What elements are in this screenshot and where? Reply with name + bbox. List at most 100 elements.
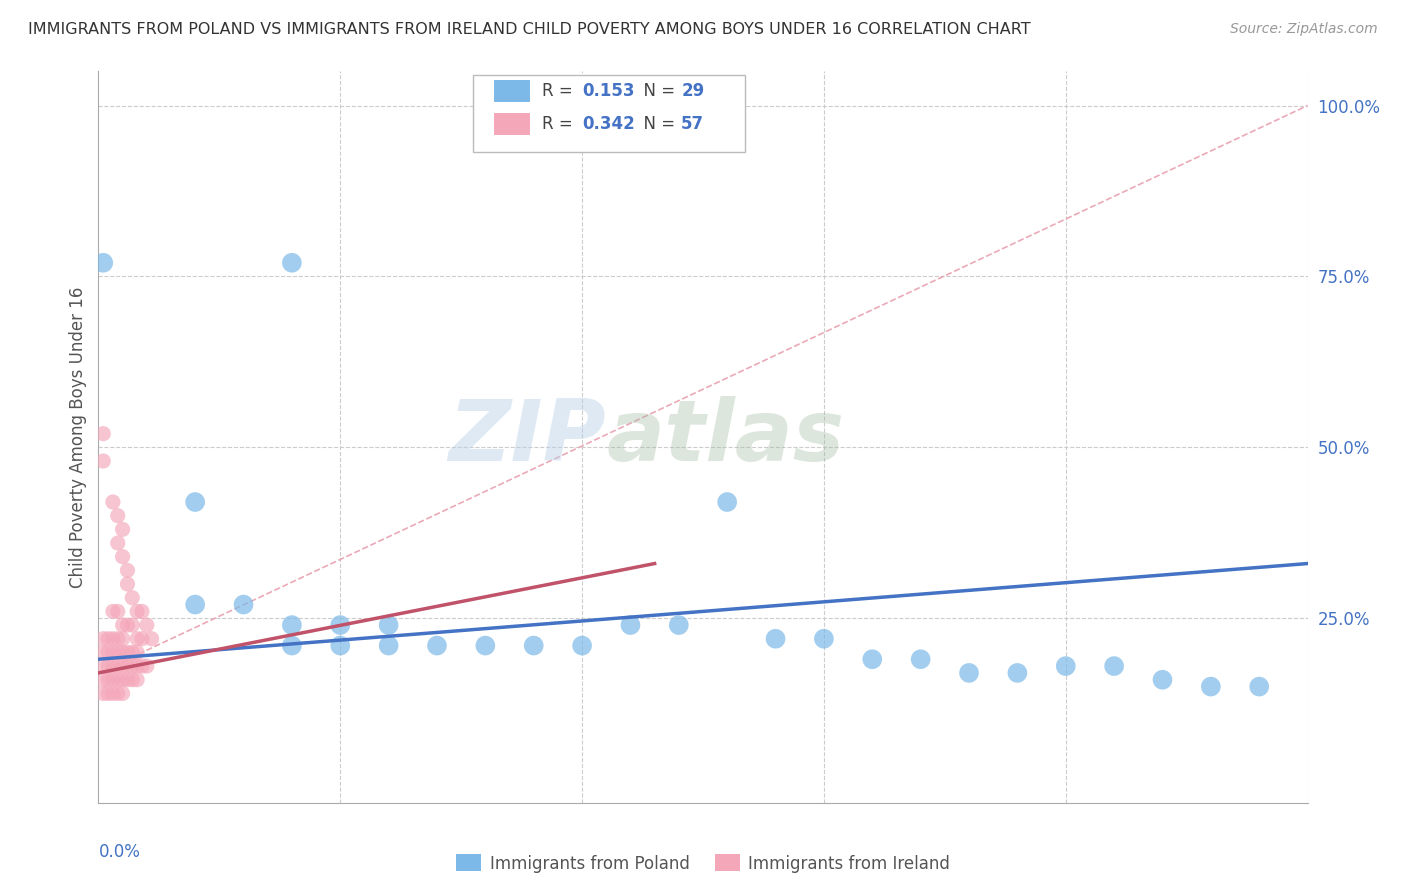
Point <box>107 645 129 659</box>
Point <box>910 652 932 666</box>
Point <box>97 645 120 659</box>
Text: N =: N = <box>633 115 681 133</box>
Point <box>111 618 134 632</box>
Point <box>184 598 207 612</box>
Point <box>101 659 124 673</box>
Point <box>107 659 129 673</box>
Point <box>97 659 120 673</box>
Text: R =: R = <box>543 82 578 100</box>
Point <box>135 659 157 673</box>
Point <box>101 673 124 687</box>
Text: R =: R = <box>543 115 578 133</box>
Point <box>107 536 129 550</box>
Y-axis label: Child Poverty Among Boys Under 16: Child Poverty Among Boys Under 16 <box>69 286 87 588</box>
Point <box>111 549 134 564</box>
Point <box>121 618 143 632</box>
Point <box>765 632 787 646</box>
Point <box>135 618 157 632</box>
Point <box>121 673 143 687</box>
Point <box>101 632 124 646</box>
Point <box>281 618 304 632</box>
Point <box>91 454 114 468</box>
Point <box>91 426 114 441</box>
FancyBboxPatch shape <box>494 113 530 135</box>
Point <box>117 577 139 591</box>
Point <box>91 659 114 673</box>
Point <box>117 563 139 577</box>
Point <box>111 632 134 646</box>
Point <box>1007 665 1029 680</box>
Point <box>619 618 641 632</box>
Point <box>281 256 304 270</box>
Point <box>1199 680 1222 694</box>
Point <box>127 604 149 618</box>
Point <box>1102 659 1125 673</box>
Point <box>101 686 124 700</box>
Point <box>101 495 124 509</box>
Point <box>127 645 149 659</box>
Point <box>97 673 120 687</box>
Point <box>281 639 304 653</box>
Point <box>97 632 120 646</box>
Point <box>131 632 153 646</box>
Point <box>141 632 163 646</box>
Point <box>107 604 129 618</box>
Point <box>127 659 149 673</box>
Point <box>127 632 149 646</box>
Point <box>97 686 120 700</box>
Text: 29: 29 <box>682 82 704 100</box>
Point <box>1152 673 1174 687</box>
Point <box>117 673 139 687</box>
Point <box>91 645 114 659</box>
Point <box>1054 659 1077 673</box>
Point <box>101 645 124 659</box>
Point <box>860 652 883 666</box>
Point <box>111 659 134 673</box>
Point <box>523 639 546 653</box>
Text: atlas: atlas <box>606 395 845 479</box>
Point <box>117 645 139 659</box>
Point <box>329 639 352 653</box>
Text: Source: ZipAtlas.com: Source: ZipAtlas.com <box>1230 22 1378 37</box>
Point <box>813 632 835 646</box>
Point <box>121 659 143 673</box>
Point <box>329 618 352 632</box>
Text: 0.342: 0.342 <box>582 115 636 133</box>
Text: N =: N = <box>633 82 681 100</box>
Point <box>107 686 129 700</box>
Point <box>127 673 149 687</box>
Text: ZIP: ZIP <box>449 395 606 479</box>
Text: 57: 57 <box>682 115 704 133</box>
Point <box>426 639 449 653</box>
Point <box>957 665 980 680</box>
Text: 0.153: 0.153 <box>582 82 634 100</box>
Point <box>377 618 399 632</box>
Point <box>1249 680 1271 694</box>
Text: 0.0%: 0.0% <box>98 843 141 861</box>
Point <box>474 639 496 653</box>
Point <box>131 659 153 673</box>
Point <box>107 508 129 523</box>
Point <box>111 645 134 659</box>
Point <box>117 618 139 632</box>
Point <box>716 495 738 509</box>
Point <box>232 598 254 612</box>
FancyBboxPatch shape <box>494 80 530 102</box>
Point <box>377 639 399 653</box>
Point <box>117 659 139 673</box>
Point <box>184 495 207 509</box>
Point <box>107 632 129 646</box>
Legend: Immigrants from Poland, Immigrants from Ireland: Immigrants from Poland, Immigrants from … <box>450 847 956 880</box>
Text: IMMIGRANTS FROM POLAND VS IMMIGRANTS FROM IRELAND CHILD POVERTY AMONG BOYS UNDER: IMMIGRANTS FROM POLAND VS IMMIGRANTS FRO… <box>28 22 1031 37</box>
FancyBboxPatch shape <box>474 75 745 152</box>
Point <box>91 632 114 646</box>
Point <box>111 686 134 700</box>
Point <box>101 604 124 618</box>
Point <box>107 673 129 687</box>
Point <box>121 591 143 605</box>
Point <box>111 522 134 536</box>
Point <box>668 618 690 632</box>
Point <box>91 686 114 700</box>
Point <box>91 673 114 687</box>
Point <box>121 645 143 659</box>
